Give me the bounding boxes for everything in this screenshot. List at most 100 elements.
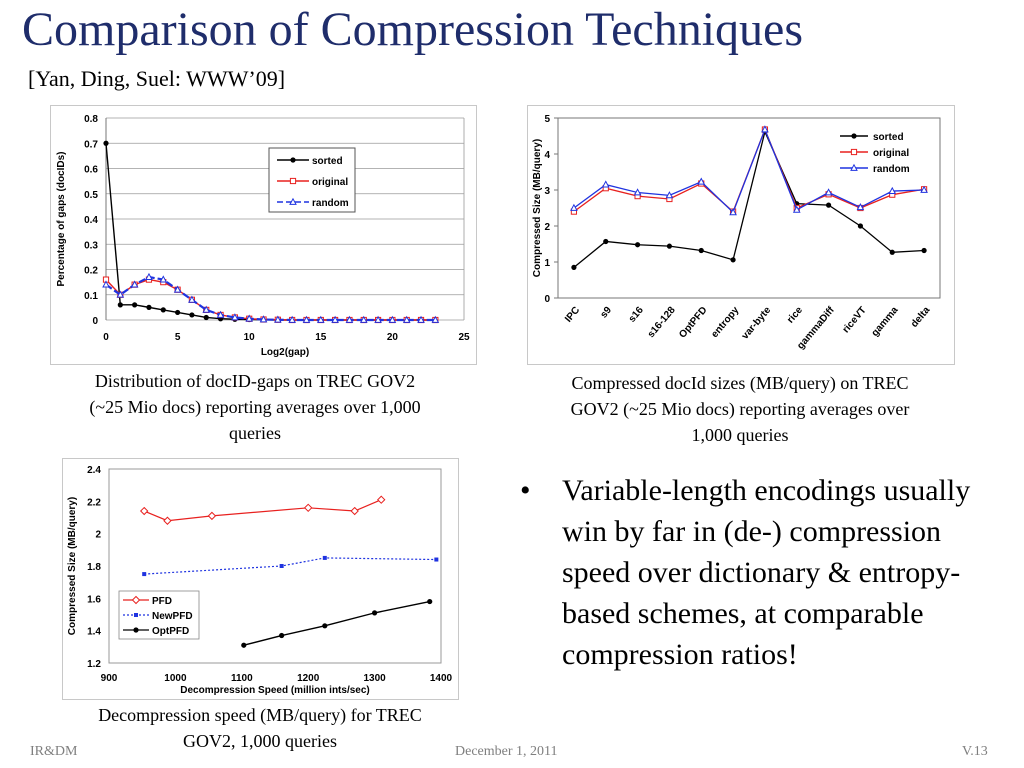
legend-label-OptPFD: OptPFD [152,626,189,637]
data-point-sorted [857,223,864,229]
data-point-sorted [160,307,166,313]
data-point-random [288,315,296,323]
x-tick-label: 10 [244,332,256,343]
data-point-sorted [571,264,577,270]
data-point-random [570,203,578,211]
x-tick-label: 1200 [297,673,320,684]
caption-compressed-size: Compressed docId sizes (MB/query) on TRE… [570,373,910,445]
legend-marker-original [850,148,858,156]
data-point-OptPFD [322,623,328,629]
legend-label-original: original [873,148,909,159]
data-point-random [331,315,339,323]
y-tick-label: 1.8 [87,562,101,573]
x-category-label: gamma [870,305,901,339]
gap-distribution-svg: 0 0.1 0.2 0.3 0.4 0.5 0.6 0.7 0.8 0 5 10 15 20 25 Log2(… [56,114,470,358]
bullet-dot-icon: • [520,474,531,507]
data-point-random [761,125,769,133]
data-point-random [245,314,254,322]
x-tick-label: 1000 [164,673,187,684]
data-point-random [402,315,411,323]
slide-subtitle: [Yan, Ding, Suel: WWW’09] [28,66,286,91]
data-point-random [697,177,706,185]
gap-distribution-chart: 0 0.1 0.2 0.3 0.4 0.5 0.6 0.7 0.8 0 5 10 15 20 25 Log2(… [50,105,477,365]
compressed-size-chart: 0 1 2 3 4 5 Compressed Size (MB/query) IPC s9 s16… [527,105,955,365]
data-point-OptPFD [241,642,247,648]
y-tick-label: 2.4 [87,465,101,476]
bullet-text: Variable-length encodings usually win by… [562,474,971,671]
series-line-random [105,275,436,322]
data-point-NewPFD [142,572,147,577]
slide-title: Comparison of Compression Techniques [22,3,804,56]
x-tick-label: 0 [103,332,109,343]
x-category-label: riceVT [841,305,869,335]
x-tick-label: 25 [458,332,470,343]
legend-label-random: random [312,198,349,209]
y-tick-label: 0.8 [84,114,98,125]
legend-box [268,147,356,213]
data-point-random [920,185,928,193]
y-tick-label: 2.2 [87,497,101,508]
y-tick-label: 5 [544,114,550,125]
data-point-PFD [377,495,386,504]
y-axis-label: Compressed Size (MB/query) [532,139,543,277]
data-point-random [130,280,139,288]
data-point-random [302,315,311,323]
data-point-random [345,315,354,323]
data-point-random [792,205,801,213]
data-point-random [359,315,368,323]
y-tick-label: 3 [544,186,550,197]
data-point-sorted [189,312,195,318]
data-point-random [856,203,865,211]
x-category-label: OptPFD [677,305,709,341]
y-tick-label: 0.5 [84,190,98,201]
data-point-PFD [139,506,149,516]
legend-marker-original [289,177,297,185]
data-point-random [824,188,833,196]
data-point-NewPFD [434,557,439,562]
y-tick-label: 1.4 [87,627,101,638]
series-line-random [573,127,925,214]
data-point-random [388,315,397,323]
data-point-PFD [163,516,172,525]
y-tick-label: 0.4 [84,215,98,226]
data-point-sorted [103,140,109,146]
x-tick-label: 1100 [231,673,253,684]
legend-label-random: random [873,164,910,175]
data-point-random [216,310,225,318]
y-tick-label: 2 [95,530,101,541]
legend-label-original: original [312,177,348,188]
data-point-random [145,272,153,280]
legend-label-NewPFD: NewPFD [152,611,193,622]
data-point-random [102,280,110,288]
legend-label-PFD: PFD [152,596,172,607]
data-point-sorted [203,314,209,321]
series-line-OptPFD [243,600,430,646]
series-line-original [105,278,436,321]
data-point-sorted [634,242,641,248]
x-category-label: rice [785,305,805,326]
data-point-PFD [303,503,313,513]
x-category-label: s16-128 [646,305,678,341]
data-point-sorted [825,202,832,208]
x-category-label: entropy [709,305,741,340]
footer-left: IR&DM [30,744,78,759]
y-tick-label: 0.2 [84,266,98,277]
data-point-random [665,191,674,199]
data-point-sorted [666,243,673,249]
legend-marker-sorted [851,133,857,139]
data-point-random [188,295,196,303]
legend-marker-sorted [290,157,296,163]
x-category-label: delta [909,305,933,330]
y-tick-label: 1.6 [87,594,101,605]
legend-marker-OptPFD [133,627,139,633]
decompression-speed-chart: 1.2 1.4 1.6 1.8 2 2.2 2.4 900 1000 1100 1200 1300 14… [62,458,459,700]
decompression-speed-svg: 1.2 1.4 1.6 1.8 2 2.2 2.4 900 1000 1100 1200 1300 14… [67,465,453,696]
x-axis-label: Log2(gap) [261,347,309,358]
y-tick-label: 0 [544,294,550,305]
compressed-size-svg: 0 1 2 3 4 5 Compressed Size (MB/query) IPC s9 s16… [532,114,941,352]
data-point-random [374,315,382,323]
x-tick-label: 900 [101,673,118,684]
legend-marker-NewPFD [134,613,138,617]
data-point-OptPFD [279,632,285,639]
y-tick-label: 0.3 [84,240,98,251]
